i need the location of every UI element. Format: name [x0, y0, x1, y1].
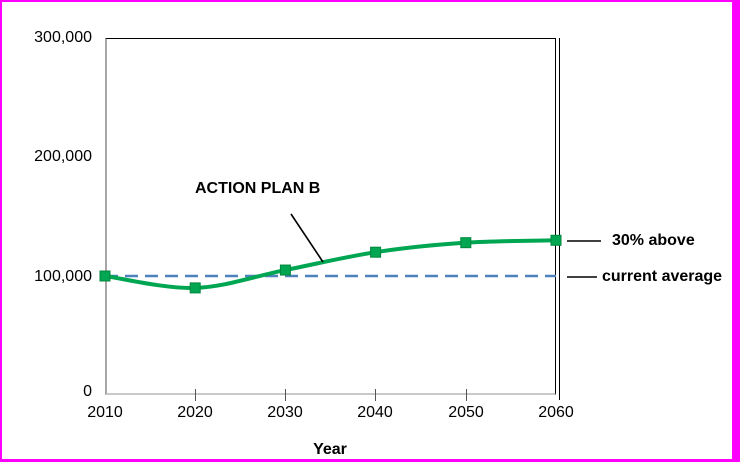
x-tick-label-2030: 2030 [267, 404, 303, 421]
data-point-marker-2040 [370, 246, 382, 258]
data-point-marker-2020 [189, 282, 201, 294]
x-tick-label-2010: 2010 [87, 404, 123, 421]
reference-line-label: current average [602, 268, 723, 285]
y-tick-label-0: 0 [83, 383, 92, 400]
y-tick-label-100000: 100,000 [34, 268, 92, 285]
x-tick-label-2050: 2050 [448, 404, 484, 421]
plot-area [105, 38, 556, 395]
x-tick-2030 [285, 389, 286, 401]
y-tick-label-300000: 300,000 [34, 29, 92, 46]
x-tick-label-2040: 2040 [357, 404, 393, 421]
annotation-callout-line [290, 213, 324, 263]
series-line [103, 238, 558, 290]
x-axis-title: Year [313, 441, 347, 458]
x-tick-label-2020: 2020 [177, 404, 213, 421]
data-point-marker-2030 [279, 264, 291, 276]
series-end-label: 30% above [612, 232, 695, 249]
x-tick-label-2060: 2060 [538, 404, 574, 421]
x-tick-2050 [466, 389, 467, 401]
data-point-marker-2050 [460, 237, 472, 249]
series-annotation-label: ACTION PLAN B [195, 180, 321, 197]
x-tick-2020 [195, 389, 196, 401]
x-tick-2040 [375, 389, 376, 401]
plot-right-border-line [559, 38, 560, 400]
data-point-marker-2010 [99, 270, 111, 282]
data-point-marker-2060 [550, 234, 562, 246]
y-tick-label-200000: 200,000 [34, 148, 92, 165]
